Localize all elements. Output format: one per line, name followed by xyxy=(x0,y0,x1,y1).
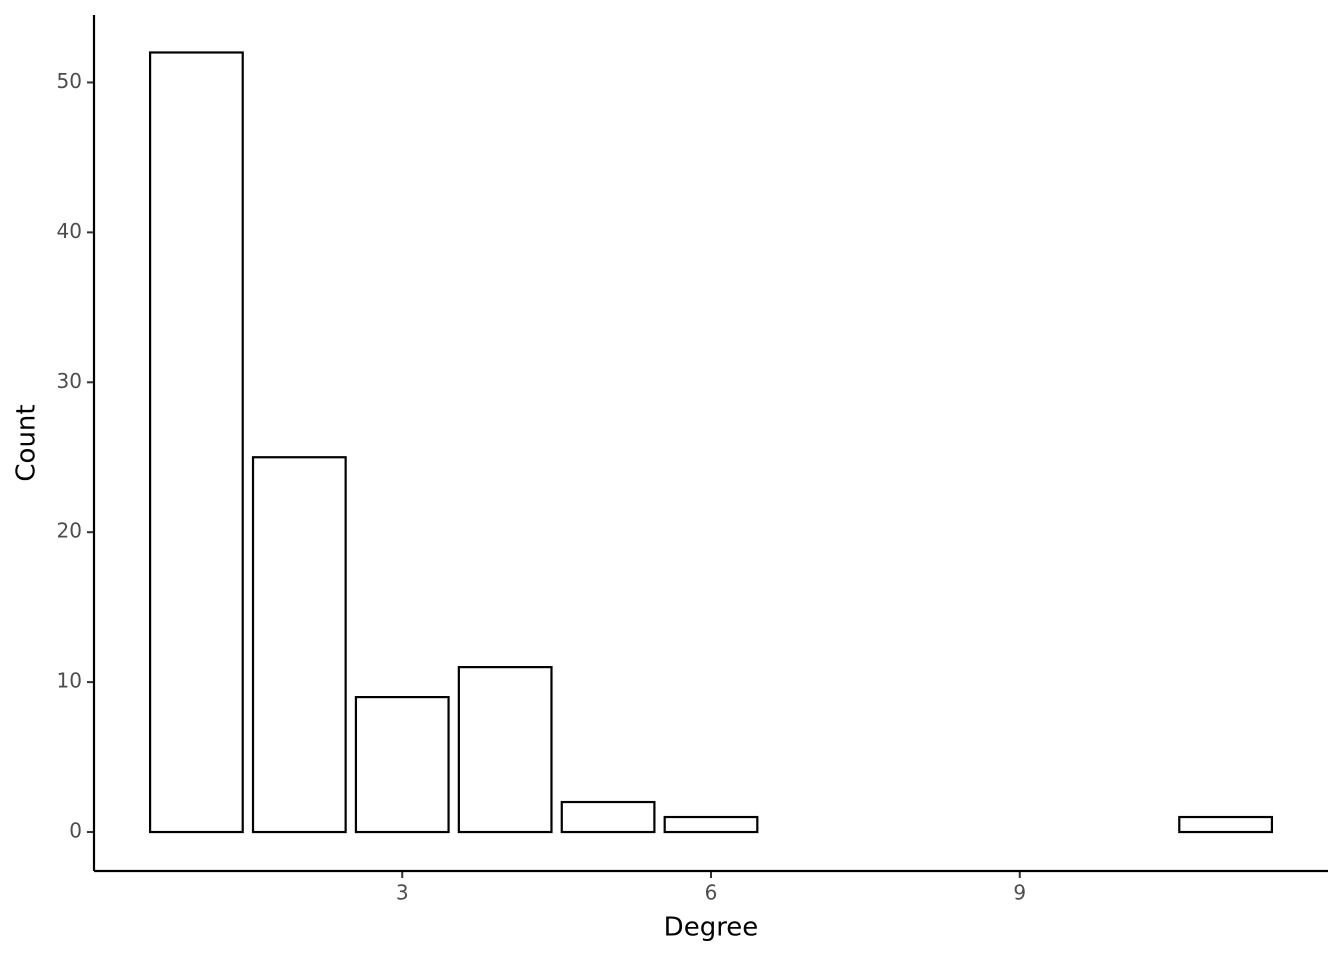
y-tick-label: 30 xyxy=(57,369,82,393)
y-tick-label: 20 xyxy=(57,519,82,543)
y-tick-label: 40 xyxy=(57,219,82,243)
x-tick-label: 3 xyxy=(396,881,409,905)
bar xyxy=(1178,815,1274,834)
x-axis-title: Degree xyxy=(664,913,759,943)
y-tick-label: 50 xyxy=(57,69,82,93)
bar xyxy=(663,815,759,834)
bar xyxy=(457,666,553,834)
bar xyxy=(354,696,450,834)
bar xyxy=(251,456,347,834)
bar xyxy=(148,51,244,834)
y-tick-label: 0 xyxy=(69,819,82,843)
x-tick-label: 9 xyxy=(1013,881,1026,905)
x-tick-label: 6 xyxy=(705,881,718,905)
bar xyxy=(560,800,656,834)
y-tick-label: 10 xyxy=(57,669,82,693)
y-axis-title: Count xyxy=(12,404,42,481)
